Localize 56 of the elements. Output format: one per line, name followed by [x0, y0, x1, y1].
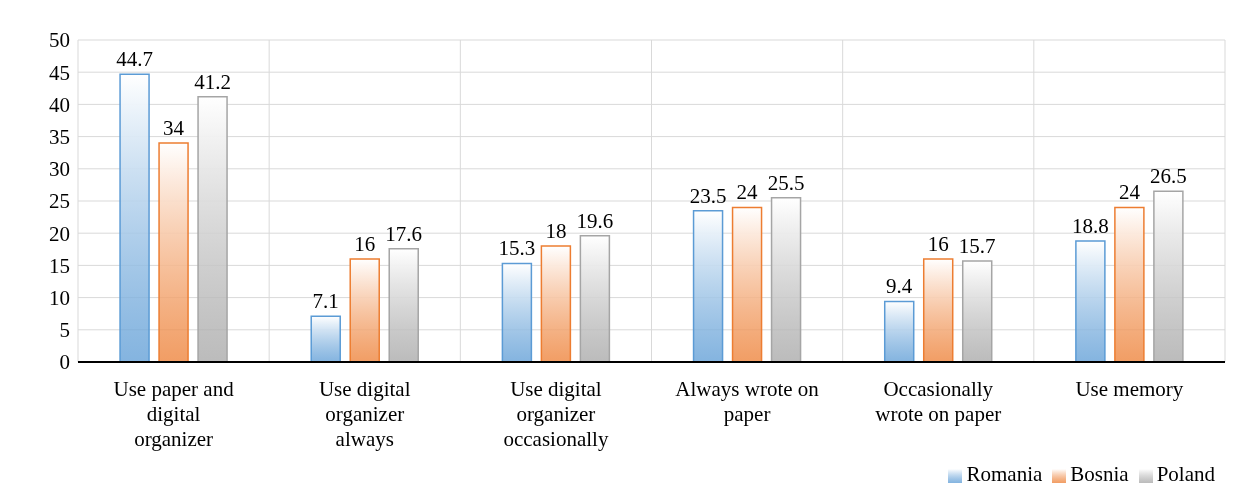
- data-label: 26.5: [1150, 164, 1187, 189]
- data-label: 19.6: [576, 208, 614, 233]
- bar: [579, 235, 611, 362]
- x-tick-label: Use memory: [1075, 377, 1184, 401]
- bar: [158, 142, 189, 362]
- bar: [310, 315, 341, 362]
- x-tick-label: Use paper and digital organizer: [113, 377, 235, 451]
- y-tick-label: 20: [49, 221, 70, 246]
- bar: [922, 258, 954, 362]
- bar: [349, 258, 380, 362]
- bar: [119, 73, 150, 362]
- bar: [197, 95, 228, 362]
- legend-label: Romania: [966, 462, 1043, 486]
- bar: [1114, 206, 1145, 362]
- bar: [961, 260, 993, 362]
- data-label: 24: [1118, 180, 1141, 205]
- bar: [501, 262, 533, 362]
- legend-label: Poland: [1156, 462, 1215, 486]
- y-tick-label: 25: [49, 189, 70, 214]
- y-tick-label: 0: [59, 350, 70, 375]
- y-tick-label: 40: [49, 92, 70, 117]
- data-label: 24: [736, 180, 759, 205]
- data-label: 23.5: [689, 183, 727, 208]
- y-tick-label: 30: [49, 157, 70, 182]
- x-tick-label: Always wrote on paper: [675, 377, 820, 426]
- y-tick-label: 15: [49, 253, 70, 278]
- data-label: 16: [354, 231, 376, 256]
- bar: [692, 209, 724, 362]
- bar: [1153, 190, 1184, 362]
- bar: [731, 206, 763, 362]
- data-label: 44.7: [116, 47, 153, 72]
- y-tick-label: 10: [49, 286, 70, 311]
- data-label: 15.3: [498, 236, 536, 261]
- bar: [770, 197, 802, 362]
- y-tick-label: 5: [59, 318, 70, 343]
- bar: [388, 247, 419, 362]
- legend-label: Bosnia: [1070, 462, 1129, 486]
- data-label: 34: [163, 116, 185, 141]
- y-tick-label: 35: [49, 125, 70, 150]
- data-label: 18.8: [1072, 213, 1109, 238]
- bar: [540, 245, 572, 362]
- y-tick-label: 45: [49, 60, 70, 85]
- bar: [1075, 240, 1106, 362]
- x-tick-label: Occasionally wrote on paper: [875, 377, 1002, 426]
- data-label: 41.2: [194, 69, 231, 94]
- bar: [883, 300, 915, 362]
- data-label: 7.1: [312, 289, 339, 314]
- data-label: 15.7: [958, 233, 996, 258]
- x-tick-label: Use digital organizer always: [318, 377, 411, 451]
- y-tick-label: 50: [49, 28, 70, 53]
- data-label: 18: [545, 219, 567, 244]
- x-tick-label: Use digital organizer occasionally: [503, 377, 609, 451]
- data-label: 9.4: [886, 274, 913, 299]
- data-label: 17.6: [385, 221, 423, 246]
- data-label: 16: [927, 231, 949, 256]
- data-label: 25.5: [767, 170, 805, 195]
